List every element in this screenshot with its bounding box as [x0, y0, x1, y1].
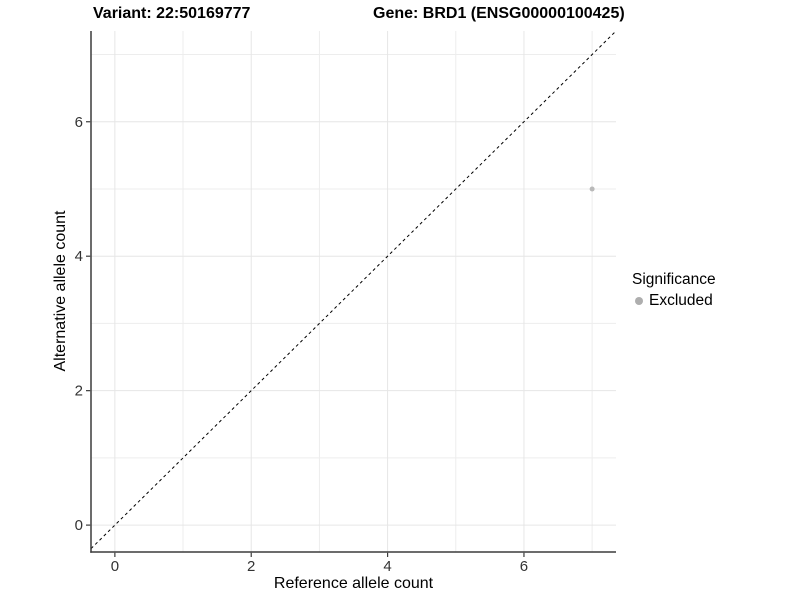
y-tick-label: 6: [75, 114, 83, 131]
y-tick-label: 4: [75, 248, 83, 265]
x-tick-label: 0: [111, 558, 119, 575]
x-tick-label: 6: [520, 558, 528, 575]
y-tick-label: 2: [75, 383, 83, 400]
legend-entry-label: Excluded: [649, 292, 713, 309]
legend-entry: Excluded: [631, 292, 716, 310]
legend: Significance Excluded: [631, 271, 716, 310]
legend-title: Significance: [632, 271, 716, 288]
plot-title-variant: Variant: 22:50169777: [93, 5, 251, 22]
y-axis-label: Alternative allele count: [52, 210, 69, 372]
legend-dot-icon: [635, 297, 643, 305]
identity-line: [90, 30, 617, 549]
x-tick-label: 2: [247, 558, 255, 575]
plot-title-gene: Gene: BRD1 (ENSG00000100425): [373, 5, 625, 22]
y-tick-label: 0: [75, 517, 83, 534]
x-tick-label: 4: [383, 558, 391, 575]
x-axis-label: Reference allele count: [273, 575, 434, 592]
data-point: [589, 186, 595, 192]
